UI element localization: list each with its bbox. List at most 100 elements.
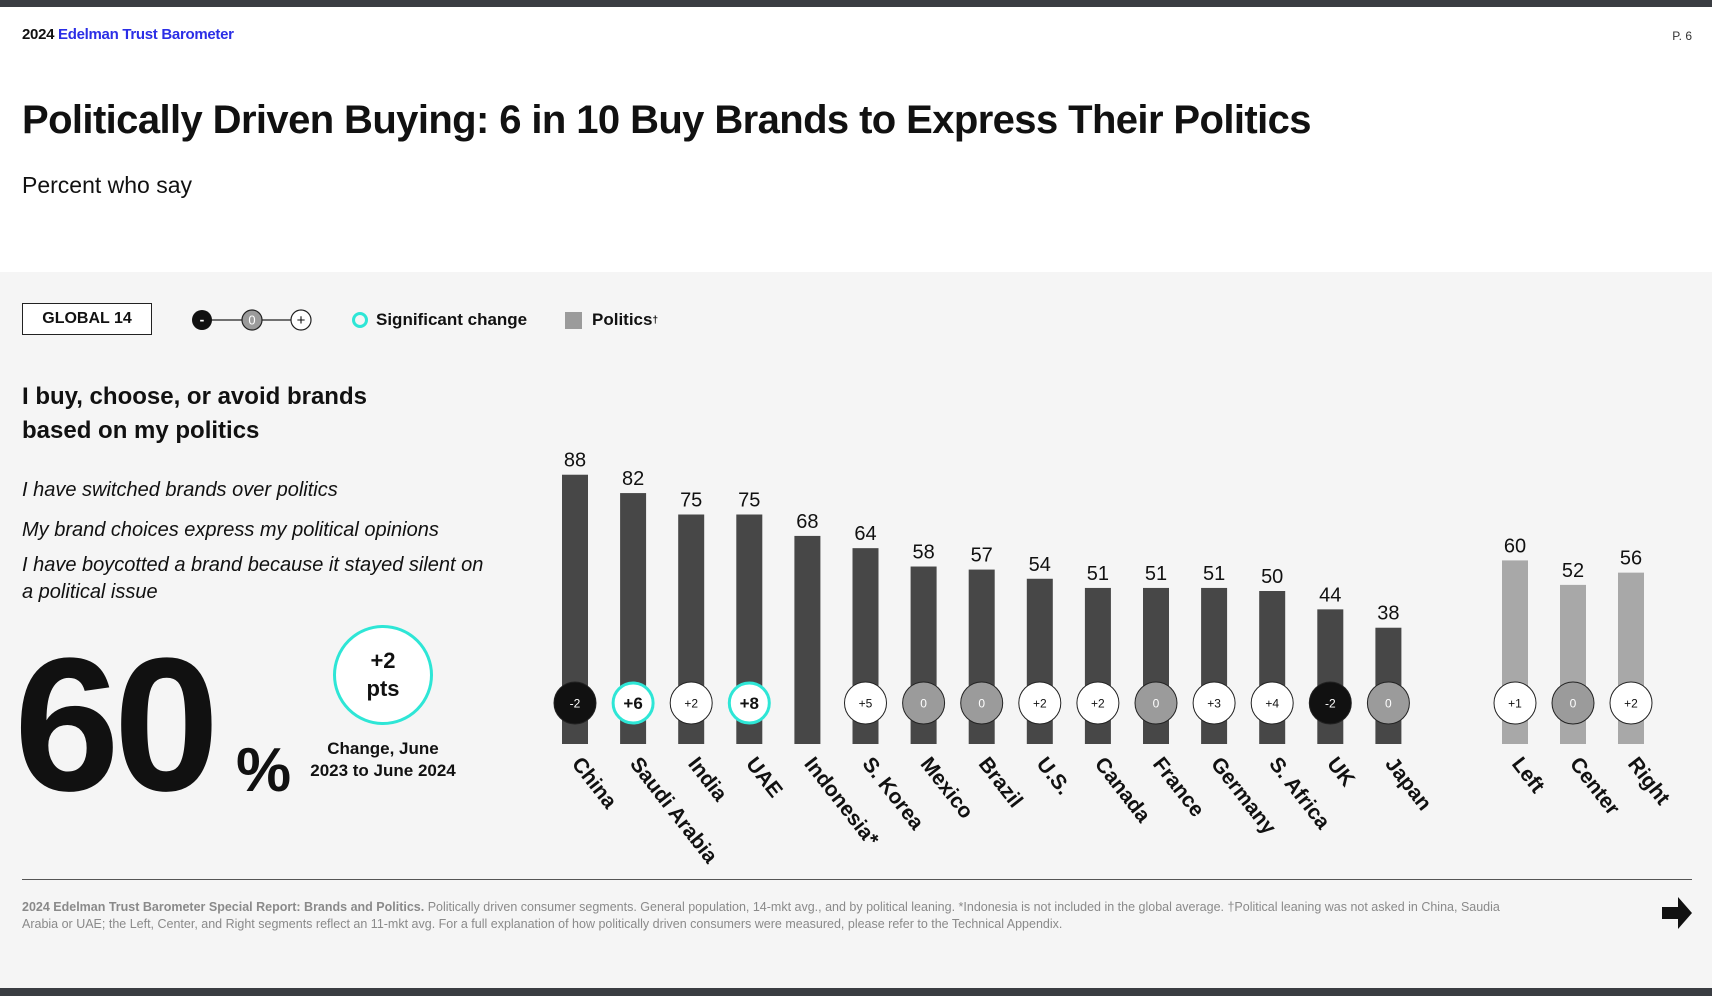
global-change-badge: +2 pts [333, 625, 433, 725]
question-title: I buy, choose, or avoid brands based on … [22, 383, 367, 444]
change-label-india: +2 [684, 697, 698, 711]
arrow-shape [1662, 897, 1692, 929]
politics-swatch-icon [565, 311, 582, 329]
value-label-uae: 75 [738, 490, 760, 512]
legend-politics-marker: † [652, 314, 659, 326]
category-label-brazil: Brazil [974, 753, 1027, 812]
legend-significant: Significant change [352, 310, 527, 330]
change-badge-mexico [902, 681, 946, 725]
bar-indonesia [794, 535, 821, 744]
value-label-saudi-arabia: 82 [622, 468, 644, 490]
change-badge-right [1609, 681, 1653, 725]
change-badge-brazil [960, 681, 1004, 725]
bottom-bar [0, 988, 1712, 996]
next-arrow-icon[interactable] [1658, 893, 1694, 929]
value-label-s-africa: 50 [1261, 566, 1283, 588]
change-label-saudi-arabia: +6 [623, 694, 642, 713]
change-scale-legend: - 0 + [192, 309, 312, 331]
change-badge-saudi-arabia [611, 681, 655, 725]
change-label-brazil: 0 [978, 697, 985, 711]
change-label-mexico: 0 [920, 697, 927, 711]
value-label-china: 88 [564, 450, 586, 472]
change-label-uae: +8 [740, 694, 759, 713]
value-label-uk: 44 [1319, 584, 1341, 606]
change-label-germany: +3 [1207, 697, 1221, 711]
significant-ring-icon [352, 312, 368, 328]
footer-divider [22, 879, 1692, 880]
footer-source-bold: 2024 Edelman Trust Barometer Special Rep… [22, 900, 425, 914]
question-item-3: I have boycotted a brand because it stay… [22, 554, 484, 603]
category-label-uk: UK [1322, 753, 1359, 791]
page-title: Politically Driven Buying: 6 in 10 Buy B… [22, 98, 1311, 142]
legend-politics-label: Politics [592, 310, 653, 329]
scale-negative-dot [192, 310, 212, 330]
change-label-center: 0 [1570, 697, 1577, 711]
brand-year: 2024 [22, 26, 55, 43]
change-badge-left [1493, 681, 1537, 725]
value-label-germany: 51 [1203, 563, 1225, 585]
change-badge-germany [1192, 681, 1236, 725]
value-label-india: 75 [680, 490, 702, 512]
change-label-right: +2 [1624, 697, 1638, 711]
change-label-uk: -2 [1325, 697, 1336, 711]
change-badge-center [1551, 681, 1595, 725]
change-badge-s-korea [844, 681, 887, 725]
value-label-mexico: 58 [912, 542, 934, 564]
value-label-indonesia: 68 [796, 511, 818, 533]
question-item-1: I have switched brands over politics [22, 479, 338, 501]
brand-name: Edelman Trust Barometer [58, 26, 234, 43]
change-label-s-africa: +4 [1265, 697, 1279, 711]
category-label-u-s: U.S. [1032, 753, 1075, 799]
category-label-canada: Canada [1090, 753, 1155, 827]
change-label-left: +1 [1508, 697, 1522, 711]
change-badge-u-s [1018, 681, 1062, 725]
category-label-france: France [1148, 753, 1209, 821]
scale-minus-text: - [200, 312, 205, 328]
change-badge-india [669, 681, 713, 725]
footer-note: 2024 Edelman Trust Barometer Special Rep… [22, 899, 1502, 933]
footer-source-text: Politically driven consumer segments. Ge… [22, 900, 1500, 931]
change-label-canada: +2 [1091, 697, 1105, 711]
legend-politics: Politics † [565, 310, 658, 330]
page-subtitle: Percent who say [22, 172, 193, 198]
question-item-2: My brand choices express my political op… [22, 519, 439, 541]
value-label-s-korea: 64 [854, 523, 876, 545]
change-badge-uae [727, 681, 771, 725]
global-change-caption: Change, June 2023 to June 2024 [310, 739, 456, 780]
category-label-india: India [683, 753, 731, 806]
category-label-right: Right [1623, 753, 1674, 809]
value-label-canada: 51 [1087, 563, 1109, 585]
change-badge-canada [1076, 681, 1120, 725]
value-label-right: 56 [1620, 548, 1642, 570]
global-change-unit: pts [366, 676, 400, 701]
category-label-japan: Japan [1380, 753, 1435, 815]
change-label-s-korea: +5 [859, 697, 873, 711]
change-badge-s-africa [1250, 681, 1294, 725]
brand-logo: 2024 Edelman Trust Barometer [22, 26, 234, 43]
change-label-japan: 0 [1385, 697, 1392, 711]
change-label-china: -2 [570, 697, 581, 711]
change-label-u-s: +2 [1033, 697, 1047, 711]
change-badge-uk [1308, 681, 1352, 725]
value-label-japan: 38 [1377, 603, 1399, 625]
category-label-left: Left [1507, 753, 1549, 797]
change-badge-france [1134, 681, 1178, 725]
scale-plus-text: + [297, 312, 306, 329]
value-label-left: 60 [1504, 535, 1526, 557]
value-label-brazil: 57 [971, 545, 993, 567]
change-badge-japan [1366, 681, 1410, 725]
top-bar [0, 0, 1712, 7]
global-value-unit: % [236, 736, 292, 805]
value-label-center: 52 [1562, 560, 1584, 582]
category-label-center: Center [1565, 753, 1624, 820]
legend-significant-label: Significant change [376, 310, 528, 329]
scale-positive-dot [290, 309, 312, 331]
change-badge-china [553, 681, 597, 725]
change-label-france: 0 [1153, 697, 1160, 711]
global-label-box: GLOBAL 14 [22, 303, 152, 335]
page-number: P. 6 [1672, 29, 1692, 43]
scale-zero-dot [241, 309, 263, 331]
global-change-value: +2 [370, 648, 396, 673]
value-label-france: 51 [1145, 563, 1167, 585]
